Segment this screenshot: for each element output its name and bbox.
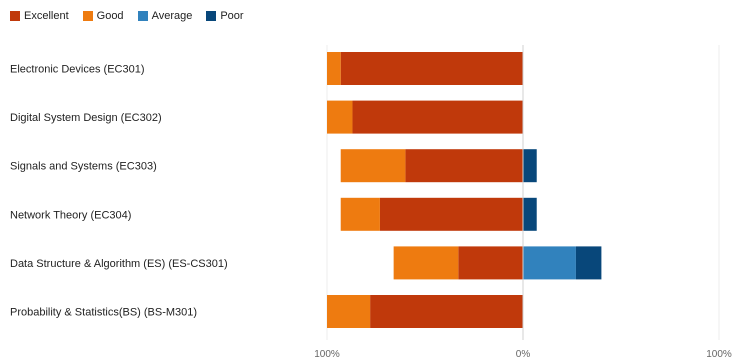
legend-item-average[interactable]: Average — [137, 10, 193, 22]
category-label: Signals and Systems (EC303) — [10, 161, 157, 173]
bar-poor[interactable] — [523, 197, 537, 231]
legend-label: Good — [96, 10, 124, 22]
legend-label: Average — [151, 10, 193, 22]
bar-good[interactable] — [393, 246, 459, 280]
x-tick-label: 100% — [706, 349, 732, 360]
bar-excellent[interactable] — [405, 149, 523, 183]
category-label: Electronic Devices (EC301) — [10, 64, 145, 76]
bar-good[interactable] — [340, 197, 380, 231]
legend-label: Poor — [220, 10, 244, 22]
bar-poor[interactable] — [523, 149, 537, 183]
legend-swatch — [206, 11, 217, 21]
bar-poor[interactable] — [575, 246, 602, 280]
bar-good[interactable] — [327, 52, 341, 85]
category-label: Data Structure & Algorithm (ES) (ES-CS30… — [10, 258, 228, 270]
x-tick-label: 0% — [516, 349, 531, 360]
category-label: Probability & Statistics(BS) (BS-M301) — [10, 307, 197, 319]
category-label: Network Theory (EC304) — [10, 209, 131, 221]
legend-swatch — [10, 11, 20, 21]
chart-legend: Excellent Good Average Poor — [10, 8, 244, 24]
bar-excellent[interactable] — [379, 197, 523, 231]
legend-item-good[interactable]: Good — [82, 10, 124, 22]
legend-swatch — [82, 11, 93, 21]
bar-good[interactable] — [340, 149, 406, 183]
bar-excellent[interactable] — [352, 100, 523, 134]
legend-item-excellent[interactable]: Excellent — [10, 10, 69, 22]
bar-good[interactable] — [327, 100, 353, 134]
legend-item-poor[interactable]: Poor — [206, 10, 244, 22]
bar-average[interactable] — [523, 246, 576, 280]
bar-good[interactable] — [327, 295, 371, 328]
bar-excellent[interactable] — [458, 246, 523, 280]
legend-label: Excellent — [24, 10, 69, 22]
x-tick-label: 100% — [314, 349, 340, 360]
bar-excellent[interactable] — [340, 52, 523, 85]
category-label: Digital System Design (EC302) — [10, 112, 162, 124]
legend-swatch — [137, 11, 148, 21]
bar-excellent[interactable] — [370, 295, 523, 328]
